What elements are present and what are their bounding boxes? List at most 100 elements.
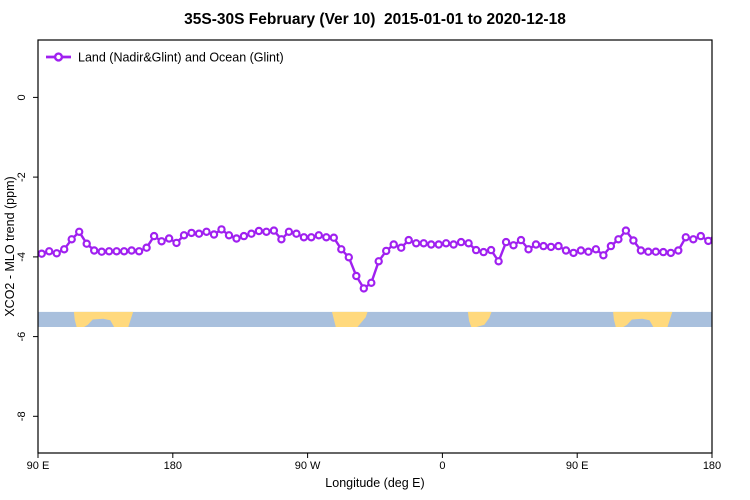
data-point-marker bbox=[217, 225, 226, 234]
data-point-marker bbox=[412, 239, 421, 248]
data-point-marker bbox=[621, 226, 631, 235]
data-point-marker bbox=[629, 236, 638, 245]
data-point-marker bbox=[112, 247, 121, 256]
data-point-marker bbox=[74, 227, 84, 236]
data-point-marker bbox=[359, 284, 368, 293]
data-point-marker bbox=[614, 235, 623, 244]
data-point-marker bbox=[239, 231, 249, 241]
plot-border bbox=[37, 39, 713, 454]
ocean-band bbox=[38, 311, 712, 327]
y-tick-labels: 0 -2 -4 -6 -8 bbox=[16, 94, 28, 421]
data-point-marker bbox=[157, 237, 166, 246]
data-point-marker bbox=[681, 233, 691, 242]
data-point-marker bbox=[224, 231, 234, 240]
data-point-marker bbox=[599, 251, 608, 260]
data-point-marker bbox=[337, 245, 346, 254]
x-tick-label: 180 bbox=[703, 460, 721, 472]
y-tick-label: 0 bbox=[16, 94, 28, 100]
data-point-marker bbox=[149, 231, 159, 241]
y-tick-label: -8 bbox=[16, 411, 28, 421]
land-south-africa bbox=[467, 311, 492, 327]
data-point-marker bbox=[254, 226, 264, 236]
chart-title: 35S-30S February (Ver 10) 2015-01-01 to … bbox=[184, 11, 566, 28]
data-point-marker bbox=[494, 257, 503, 266]
land-south-america bbox=[332, 311, 368, 327]
data-point-marker bbox=[179, 231, 189, 240]
y-tick-label: -4 bbox=[16, 252, 28, 262]
legend: Land (Nadir&Glint) and Ocean (Glint) bbox=[46, 51, 284, 65]
data-point-marker bbox=[659, 247, 668, 257]
data-point-marker bbox=[269, 226, 279, 235]
legend-marker-icon bbox=[53, 52, 64, 62]
data-point-marker bbox=[194, 229, 204, 238]
data-point-marker bbox=[67, 235, 76, 244]
data-point-marker bbox=[284, 227, 294, 236]
data-point-marker bbox=[134, 247, 144, 256]
data-point-marker bbox=[389, 240, 398, 249]
data-point-marker bbox=[97, 247, 106, 256]
x-axis-title: Longitude (deg E) bbox=[325, 476, 424, 490]
data-point-marker bbox=[486, 245, 496, 255]
data-point-marker bbox=[307, 233, 316, 242]
land-australia-wrapped bbox=[613, 311, 673, 327]
data-point-marker bbox=[569, 248, 578, 258]
data-point-marker bbox=[322, 233, 331, 242]
land-australia bbox=[73, 311, 134, 327]
y-tick-label: -2 bbox=[16, 172, 28, 182]
data-point-marker bbox=[45, 247, 54, 256]
data-point-marker bbox=[52, 249, 61, 258]
data-point-marker bbox=[209, 230, 219, 239]
x-tick-label: 90 W bbox=[295, 460, 321, 472]
map-strip bbox=[38, 311, 712, 327]
data-point-marker bbox=[456, 237, 466, 247]
y-axis bbox=[33, 96, 38, 417]
data-point-marker bbox=[277, 235, 286, 244]
data-point-marker bbox=[187, 228, 196, 238]
data-point-marker bbox=[584, 247, 593, 256]
data-point-marker bbox=[292, 229, 301, 238]
data-point-marker bbox=[689, 235, 698, 244]
data-point-marker bbox=[299, 233, 309, 242]
data-point-marker bbox=[576, 246, 586, 255]
data-point-marker bbox=[127, 246, 136, 255]
data-point-marker bbox=[674, 246, 683, 255]
data-point-marker bbox=[479, 247, 488, 257]
data-point-marker bbox=[524, 245, 533, 254]
x-tick-labels: 90 E 180 90 W 0 90 E 180 bbox=[27, 460, 722, 472]
data-point-marker bbox=[172, 238, 181, 248]
data-point-marker bbox=[89, 246, 99, 255]
data-point-marker bbox=[531, 240, 541, 249]
y-axis-title: XCO2 - MLO trend (ppm) bbox=[3, 176, 17, 316]
data-point-marker bbox=[352, 271, 361, 281]
data-point-marker bbox=[262, 227, 271, 236]
data-point-marker bbox=[247, 229, 256, 238]
data-point-marker bbox=[382, 246, 391, 256]
data-point-marker bbox=[82, 239, 91, 248]
data-point-marker bbox=[651, 247, 661, 256]
y-tick-label: -6 bbox=[16, 332, 28, 342]
x-tick-label: 90 E bbox=[566, 460, 589, 472]
x-tick-label: 180 bbox=[164, 460, 182, 472]
data-point-marker bbox=[427, 240, 436, 249]
x-tick-label: 0 bbox=[439, 460, 445, 472]
data-point-marker bbox=[142, 243, 151, 252]
legend-label: Land (Nadir&Glint) and Ocean (Glint) bbox=[78, 51, 284, 65]
data-point-marker bbox=[561, 246, 571, 255]
data-point-marker bbox=[202, 227, 211, 236]
data-point-marker bbox=[404, 235, 413, 245]
data-point-marker bbox=[397, 243, 406, 252]
data-point-marker bbox=[374, 257, 383, 266]
x-axis bbox=[37, 453, 713, 458]
data-point-marker bbox=[367, 278, 376, 287]
data-point-marker bbox=[509, 241, 518, 250]
x-tick-label: 90 E bbox=[27, 460, 50, 472]
data-point-marker bbox=[59, 245, 69, 254]
data-point-marker bbox=[434, 240, 443, 249]
data-point-marker bbox=[314, 231, 323, 240]
data-point-marker bbox=[38, 249, 46, 258]
data-point-marker bbox=[539, 241, 548, 251]
data-point-marker bbox=[471, 245, 481, 255]
data-point-marker bbox=[696, 231, 706, 241]
